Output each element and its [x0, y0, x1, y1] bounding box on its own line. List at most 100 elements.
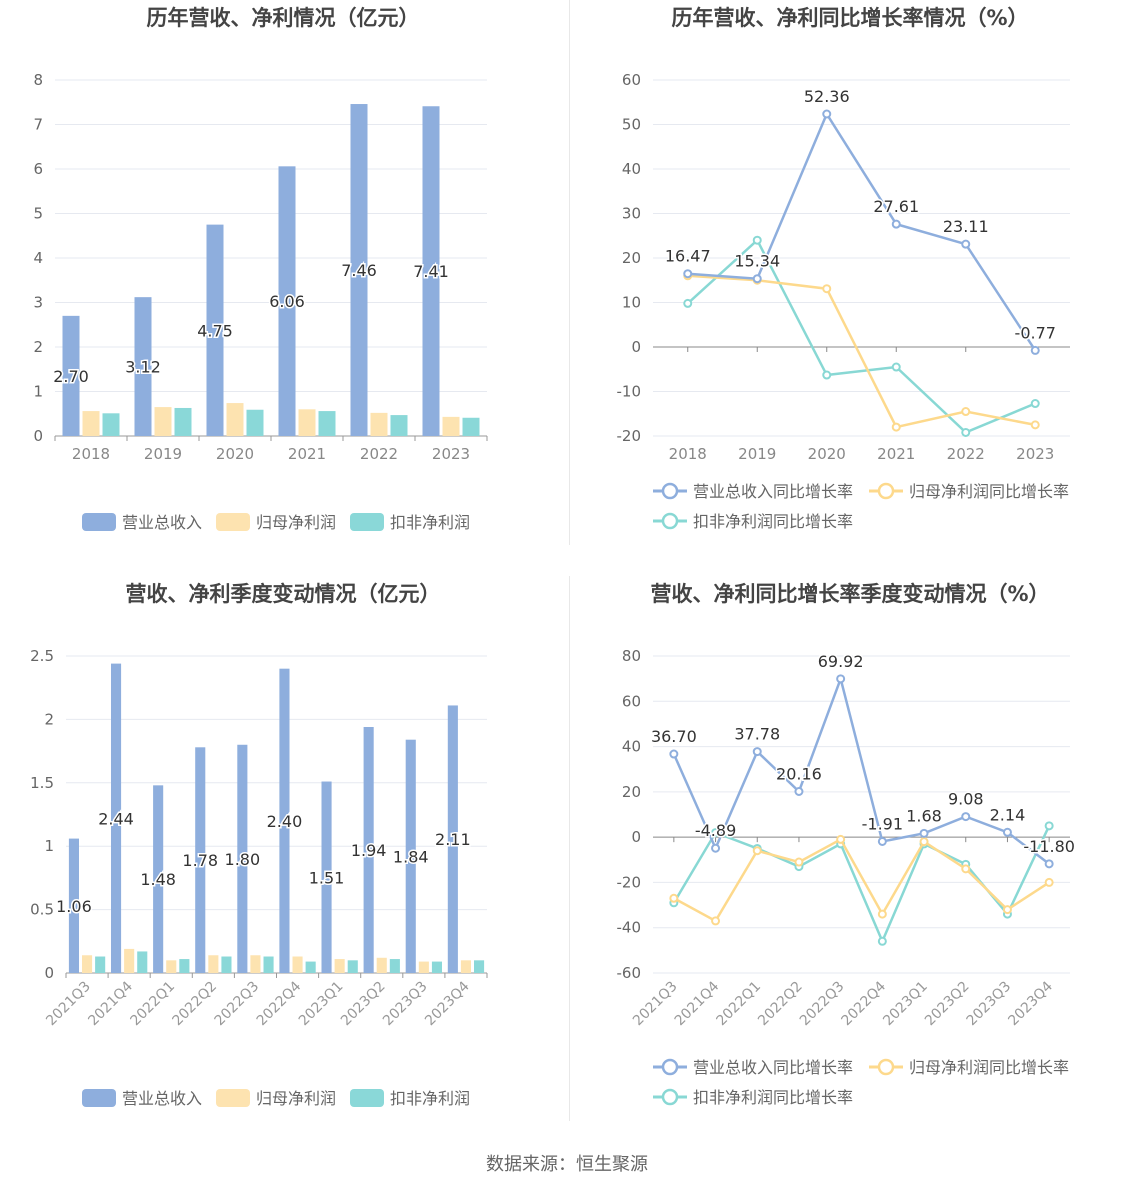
revenue-data-label: 2.40: [267, 812, 303, 831]
x-tick-label: 2020: [216, 445, 254, 463]
rate-data-label: 20.16: [776, 764, 822, 783]
y-tick-label: 2: [33, 338, 43, 356]
series-line-0: [672, 674, 1050, 865]
x-tick-label: 2023: [432, 445, 470, 463]
x-tick-label: 2021Q3: [630, 979, 681, 1030]
series-point-0: [683, 269, 693, 279]
bar-net-profit: [370, 412, 388, 436]
series-point-2: [961, 427, 971, 437]
x-tick-label: 2023: [1016, 445, 1054, 463]
bar-deducted-profit: [462, 417, 480, 436]
annual-growth-rate-panel: 历年营收、净利同比增长率情况（%） -20 -10 0 10 20 30 40 50 60 2018…: [567, 0, 1134, 570]
series-point-1: [1044, 877, 1054, 887]
legend-label: 营业总收入: [122, 1089, 202, 1108]
series-point-0: [877, 836, 887, 846]
bar-net-profit: [166, 960, 177, 973]
revenue-data-label: 2.11: [435, 830, 471, 849]
bar-deducted-profit: [102, 413, 120, 436]
x-tick-label: 2022Q2: [755, 979, 806, 1030]
revenue-data-label: 7.41: [413, 262, 449, 281]
series-point-1: [1002, 905, 1012, 915]
series-line-0: [687, 111, 1037, 352]
revenue-data-label: 2.70: [53, 367, 89, 386]
legend-label: 营业总收入同比增长率: [693, 1058, 853, 1077]
series-line-1: [673, 837, 1050, 923]
series-line-2: [686, 238, 1036, 434]
y-tick-label: 1: [44, 837, 54, 855]
legend-swatch: [216, 513, 250, 531]
series-point-0: [1030, 345, 1040, 355]
y-tick-label: 4: [33, 249, 43, 267]
series-point-2: [752, 235, 762, 245]
revenue-data-label: 1.80: [225, 850, 261, 869]
annual-revenue-profit-panel: 历年营收、净利情况（亿元） 0 1 2 3 4 5 6 7 8 2018 2019 2020 2021 20…: [0, 0, 567, 570]
x-tick-label: 2021: [288, 445, 326, 463]
y-tick-label: 1.5: [30, 774, 54, 792]
series-point-1: [919, 837, 929, 847]
legend-swatch: [350, 513, 384, 531]
annual-growth-rate-chart: 历年营收、净利同比增长率情况（%） -20 -10 0 10 20 30 40 50 60 2018…: [617, 6, 1070, 531]
x-tick-label: 2023Q3: [964, 979, 1015, 1030]
y-tick-label: -20: [617, 873, 642, 891]
series-point-1: [877, 909, 887, 919]
x-tick-label: 2022Q4: [254, 978, 305, 1029]
rate-data-label: -11.80: [1023, 837, 1075, 856]
x-tick-label: 2023Q2: [922, 979, 973, 1030]
annual-revenue-profit-chart: 历年营收、净利情况（亿元） 0 1 2 3 4 5 6 7 8 2018 2019 2020 2021 20…: [33, 6, 488, 532]
y-tick-label: 2.5: [30, 647, 54, 665]
legend-label: 归母净利润同比增长率: [909, 482, 1069, 501]
rate-data-label: -4.89: [695, 821, 736, 840]
series-point-1: [1030, 420, 1040, 430]
revenue-data-label: 1.48: [140, 870, 176, 889]
bar-deducted-profit: [137, 951, 148, 973]
x-tick-label: 2023Q4: [1005, 978, 1056, 1029]
y-tick-label: 50: [622, 116, 641, 134]
chart-title: 历年营收、净利情况（亿元）: [147, 6, 420, 30]
bar-revenue: [237, 744, 248, 973]
y-tick-label: 1: [33, 383, 43, 401]
vertical-divider-top: [569, 0, 570, 545]
bar-deducted-profit: [174, 407, 192, 436]
bar-net-profit: [292, 956, 303, 973]
bar-deducted-profit: [390, 415, 408, 436]
chart-title: 历年营收、净利同比增长率情况（%）: [671, 6, 1028, 30]
rate-data-label: 15.34: [734, 252, 780, 271]
x-tick-label: 2021: [877, 445, 915, 463]
series-point-0: [794, 786, 804, 796]
x-tick-label: 2018: [72, 445, 110, 463]
series-point-2: [1044, 821, 1054, 831]
bar-deducted-profit: [389, 959, 400, 973]
legend-marker: [877, 482, 895, 500]
y-tick-label: 60: [622, 692, 641, 710]
bar-deducted-profit: [431, 961, 443, 973]
revenue-data-label: 2.44: [98, 809, 134, 828]
x-tick-label: 2019: [144, 445, 182, 463]
bar-revenue: [363, 727, 374, 973]
x-tick-label: 2021Q4: [85, 978, 136, 1029]
legend-marker: [877, 1058, 895, 1076]
x-tick-label: 2023Q4: [422, 978, 473, 1029]
y-tick-label: 20: [622, 783, 641, 801]
rate-data-label: 52.36: [804, 87, 850, 106]
x-tick-label: 2022: [947, 445, 985, 463]
x-tick-label: 2021Q3: [43, 979, 94, 1030]
revenue-data-label: 1.06: [56, 897, 92, 916]
bar-deducted-profit: [305, 961, 316, 973]
y-tick-label: 0: [631, 338, 641, 356]
y-tick-label: -10: [617, 383, 642, 401]
y-tick-label: -60: [617, 964, 642, 982]
rate-data-label: -1.91: [862, 814, 903, 833]
bar-net-profit: [250, 955, 261, 973]
bar-net-profit: [82, 411, 100, 436]
bar-revenue: [405, 739, 416, 973]
bar-net-profit: [208, 955, 219, 973]
x-tick-label: 2020: [808, 445, 846, 463]
y-tick-label: 80: [622, 647, 641, 665]
rate-data-label: 36.70: [651, 727, 697, 746]
bar-revenue: [321, 781, 332, 973]
bar-net-profit: [460, 960, 472, 973]
x-tick-label: 2023Q1: [296, 979, 347, 1030]
chart-title: 营收、净利季度变动情况（亿元）: [126, 582, 441, 606]
x-tick-label: 2019: [738, 445, 776, 463]
x-tick-label: 2018: [669, 445, 707, 463]
